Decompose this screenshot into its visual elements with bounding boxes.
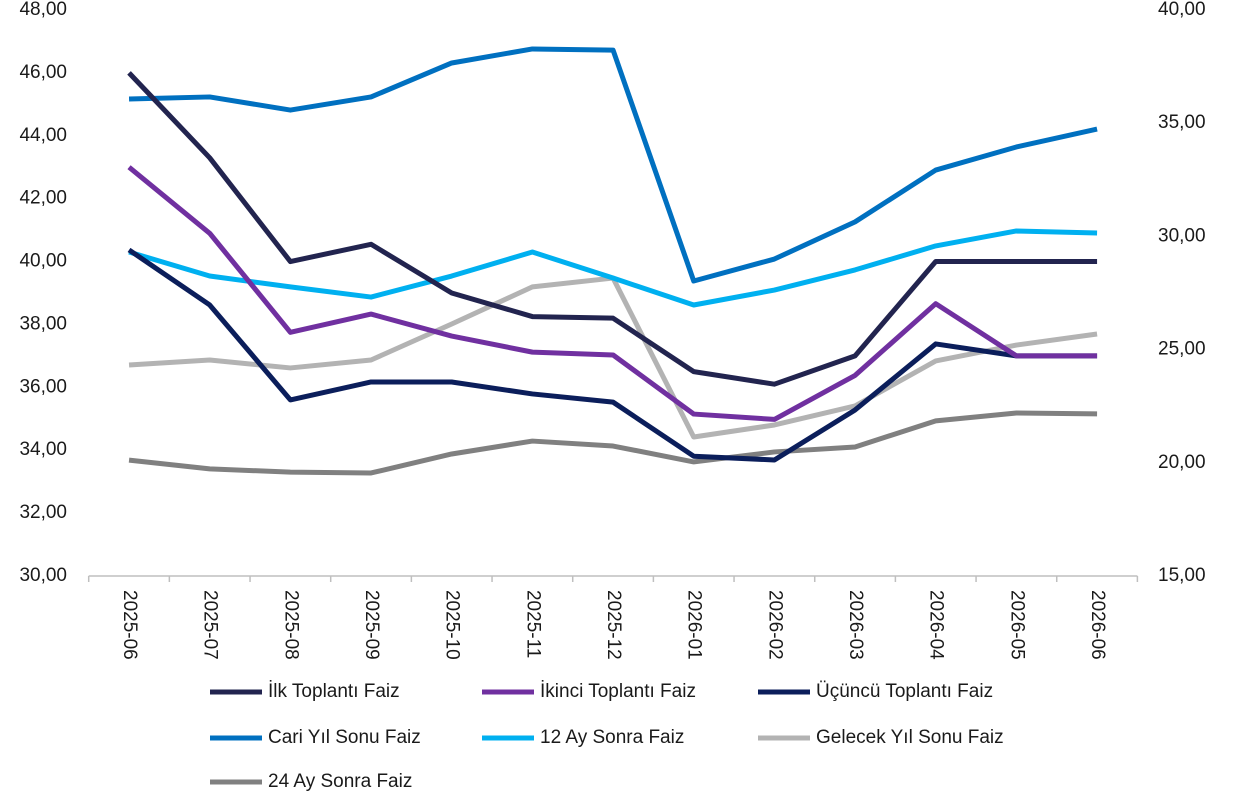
y-tick-label: 46,00 [19, 62, 67, 83]
series-line [128, 410, 1098, 476]
y2-tick-label: 35,00 [1158, 112, 1206, 133]
x-tick-label: 2025-08 [280, 590, 301, 660]
series-line [127, 165, 1098, 422]
legend-label: Üçüncü Toplantı Faiz [816, 681, 993, 702]
y-tick-label: 30,00 [19, 565, 67, 586]
series-line [127, 247, 1098, 463]
y2-tick-label: 30,00 [1158, 225, 1206, 246]
y-tick-label: 42,00 [19, 188, 67, 209]
y-tick-label: 38,00 [19, 313, 67, 334]
series-line [127, 71, 1098, 387]
x-tick-label: 2026-05 [1006, 590, 1027, 660]
x-tick-label: 2025-11 [522, 590, 543, 658]
x-tick-label: 2026-06 [1087, 590, 1108, 660]
x-tick-label: 2026-03 [845, 590, 866, 660]
y-tick-label: 34,00 [19, 439, 67, 460]
series-line [128, 46, 1098, 284]
y-tick-label: 36,00 [19, 376, 67, 397]
x-tick-label: 2025-10 [442, 590, 463, 660]
legend-label: Cari Yıl Sonu Faiz [268, 727, 421, 748]
y-tick-label: 48,00 [19, 0, 67, 20]
legend-label: 12 Ay Sonra Faiz [540, 727, 684, 748]
x-tick-label: 2026-02 [764, 590, 785, 660]
legend-label: 24 Ay Sonra Faiz [268, 771, 412, 792]
legend-label: İkinci Toplantı Faiz [540, 681, 696, 702]
series-line [128, 228, 1098, 308]
legend-label: Gelecek Yıl Sonu Faiz [816, 727, 1004, 748]
y-tick-label: 40,00 [19, 251, 67, 272]
x-tick-label: 2025-12 [603, 590, 624, 660]
x-tick-label: 2025-07 [200, 590, 221, 660]
y-tick-label: 44,00 [19, 125, 67, 146]
y2-tick-label: 20,00 [1158, 452, 1206, 473]
x-tick-label: 2026-01 [684, 590, 705, 660]
y2-tick-label: 40,00 [1158, 0, 1206, 20]
legend-label: İlk Toplantı Faiz [268, 681, 400, 702]
y2-tick-label: 25,00 [1158, 339, 1206, 360]
x-tick-label: 2025-09 [361, 590, 382, 660]
y2-tick-label: 15,00 [1158, 565, 1206, 586]
x-tick-label: 2026-04 [926, 590, 947, 660]
y-tick-label: 32,00 [19, 502, 67, 523]
x-tick-label: 2025-06 [119, 590, 140, 660]
